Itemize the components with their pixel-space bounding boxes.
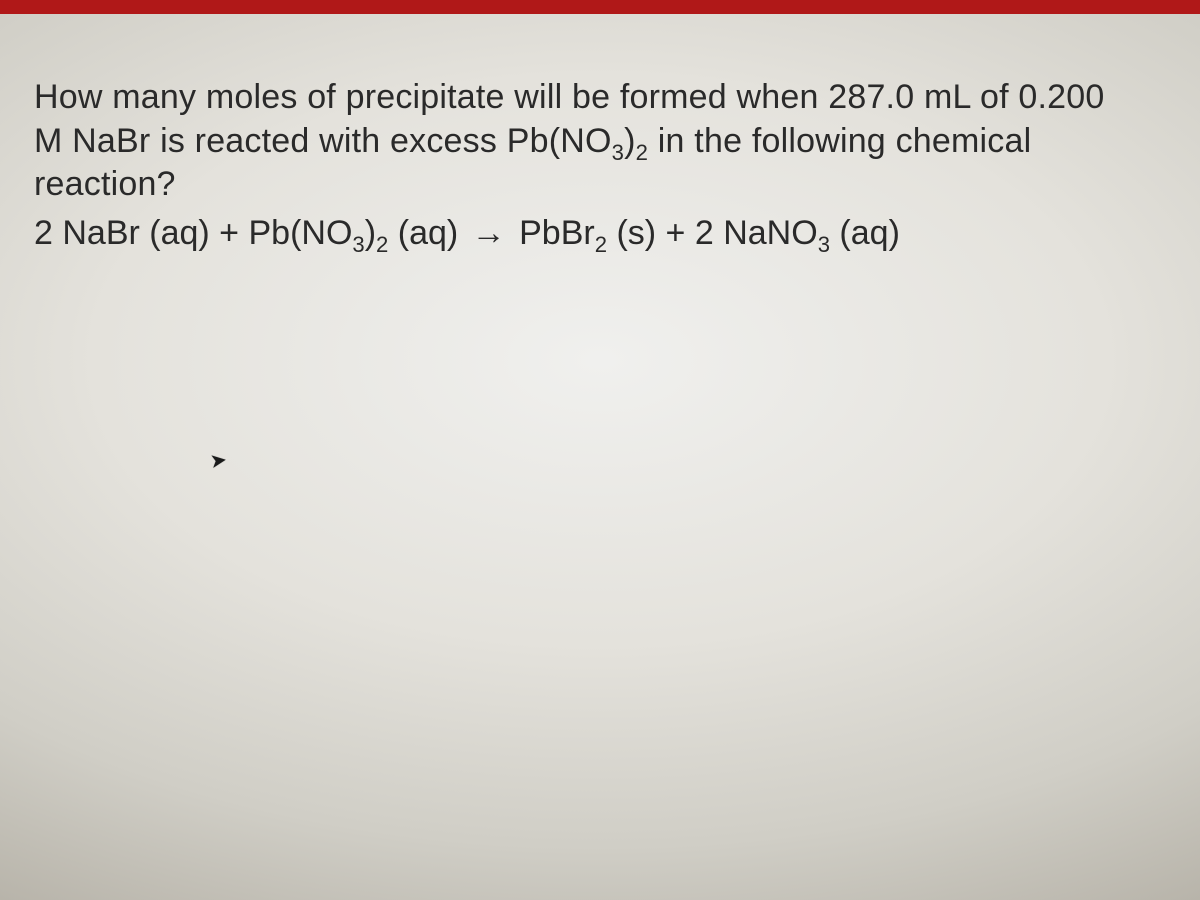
reactant1-mid: ) <box>365 214 376 252</box>
question-line2-part-a: M NaBr is reacted with excess Pb(NO <box>34 122 612 160</box>
question-sheet: How many moles of precipitate will be fo… <box>0 14 1200 256</box>
question-line3: reaction? <box>34 165 176 203</box>
product1-state: (s) + <box>607 214 695 252</box>
product2-coef: 2 <box>695 214 723 252</box>
question-text: How many moles of precipitate will be fo… <box>34 76 1166 207</box>
reactant1-sub2: 2 <box>376 231 388 256</box>
question-line1-part-a: How many moles of precipitate will be fo… <box>34 78 828 116</box>
product2-sub3: 3 <box>818 231 830 256</box>
product1: PbBr <box>510 214 595 252</box>
subscript-2: 2 <box>636 139 649 164</box>
question-line1-part-b: of <box>970 78 1018 116</box>
question-line2-part-b: ) <box>624 122 636 160</box>
reactant1-sub3: 3 <box>352 231 364 256</box>
product2: NaNO <box>723 214 817 252</box>
product1-sub2: 2 <box>595 231 607 256</box>
reactant1-state: (aq) <box>388 214 467 252</box>
cursor-icon: ➤ <box>208 447 228 474</box>
reaction-arrow-icon: → <box>468 211 510 257</box>
question-line2-part-c: in the following chemical <box>648 122 1031 160</box>
product2-state: (aq) <box>830 214 900 252</box>
chemical-equation: 2 NaBr (aq) + Pb(NO3)2 (aq) → PbBr2 (s) … <box>34 211 1166 257</box>
subscript-3: 3 <box>612 139 625 164</box>
reactant1-coef: 2 <box>34 214 62 252</box>
question-volume: 287.0 mL <box>828 78 970 116</box>
reactant1: NaBr (aq) + Pb(NO <box>62 214 352 252</box>
question-molarity: 0.200 <box>1018 78 1104 116</box>
